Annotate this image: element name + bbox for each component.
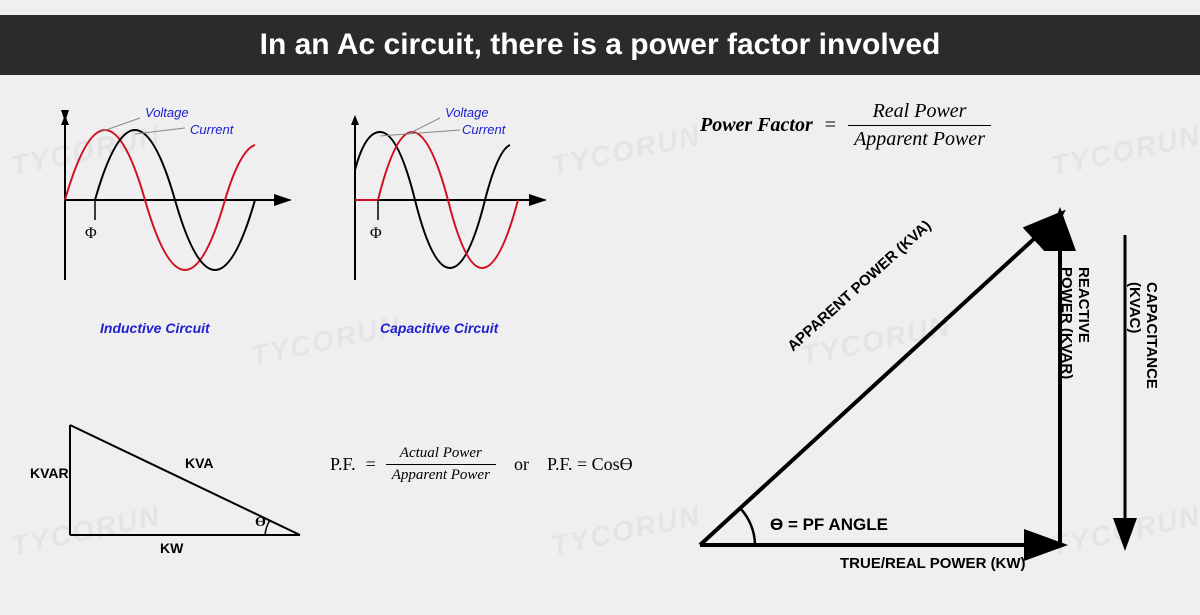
- inductive-caption: Inductive Circuit: [100, 320, 210, 336]
- capacitive-voltage-label: Voltage: [445, 105, 489, 120]
- or-text: or: [514, 454, 529, 475]
- inductive-wave-chart: [40, 110, 300, 300]
- pf-text: P.F.: [330, 454, 356, 475]
- inductive-voltage-label: Voltage: [145, 105, 189, 120]
- inductive-phi: Φ: [85, 225, 97, 243]
- header-title: In an Ac circuit, there is a power facto…: [260, 28, 941, 62]
- pf-top-eq: =: [825, 114, 836, 137]
- header-bar: In an Ac circuit, there is a power facto…: [0, 15, 1200, 75]
- capacitive-current-label: Current: [462, 122, 505, 137]
- pf-top-fraction: Real Power Apparent Power: [848, 100, 991, 151]
- theta-big-label: ϴ = PF ANGLE: [770, 515, 888, 535]
- kvar-label: KVAR: [30, 465, 69, 481]
- watermark: TYCORUN: [248, 310, 404, 373]
- pf-cos: P.F. = Cosϴ: [547, 454, 633, 475]
- content-area: TYCORUN TYCORUN TYCORUN TYCORUN TYCORUN …: [0, 75, 1200, 600]
- pf-top-num: Real Power: [848, 100, 991, 126]
- watermark: TYCORUN: [1048, 120, 1200, 183]
- pf-formula-top: Power Factor = Real Power Apparent Power: [700, 100, 991, 151]
- pf-fraction: Actual Power Apparent Power: [386, 445, 496, 484]
- watermark: TYCORUN: [548, 120, 704, 183]
- capacitive-wave-chart: [330, 110, 560, 300]
- capacitive-phi: Φ: [370, 225, 382, 243]
- pf-top-den: Apparent Power: [848, 126, 991, 151]
- true-power-label: TRUE/REAL POWER (KW): [840, 555, 1026, 572]
- kw-label: KW: [160, 540, 183, 556]
- pf-num: Actual Power: [386, 445, 496, 465]
- eq-sign: =: [366, 454, 376, 475]
- theta-small-label: ϴ: [255, 515, 266, 531]
- capacitance-label: CAPACITANCE (KVAC): [1126, 282, 1160, 389]
- capacitive-caption: Capacitive Circuit: [380, 320, 498, 336]
- pf-top-label: Power Factor: [700, 114, 813, 137]
- pf-formula-small: P.F. = Actual Power Apparent Power or P.…: [330, 445, 633, 484]
- reactive-power-label: REACTIVE POWER (KVAR): [1058, 267, 1092, 392]
- pf-den: Apparent Power: [386, 465, 496, 484]
- kva-label: KVA: [185, 455, 214, 471]
- inductive-current-label: Current: [190, 122, 233, 137]
